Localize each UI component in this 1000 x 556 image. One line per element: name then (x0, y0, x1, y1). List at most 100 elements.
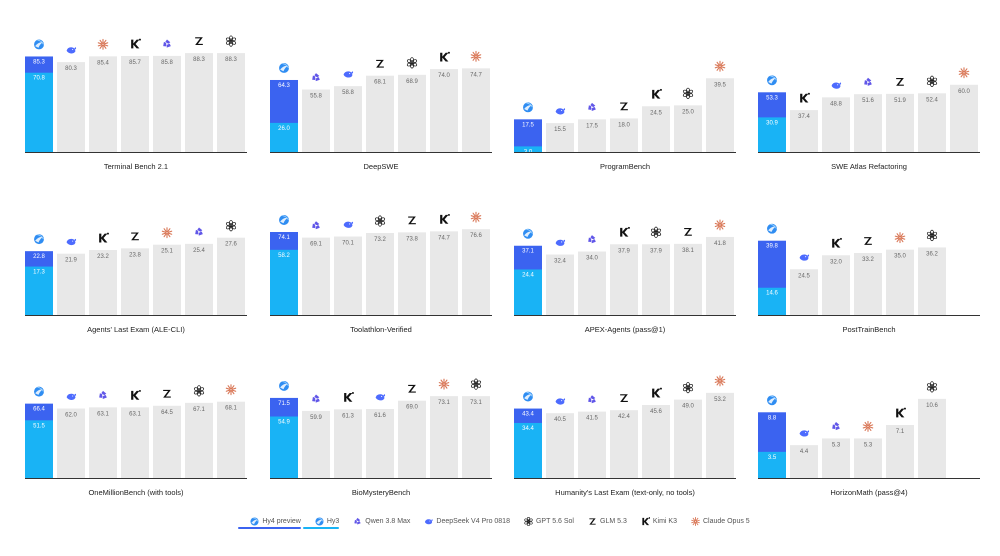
bar-deepseek (57, 408, 85, 478)
value-label-hy4-preview: 8.8 (768, 415, 777, 421)
value-label-kimi: 37.4 (798, 114, 810, 120)
zhipu-z-icon (131, 232, 139, 241)
value-label-kimi: 63.1 (129, 411, 141, 417)
legend-label: Hy3 (326, 517, 340, 525)
chart-terminal-bench-2-1: 85.3 70.8 80.3 85.4 85.7 85.8 88.3 88.3 Terminal… (25, 35, 247, 171)
qwen-star-icon (312, 394, 320, 403)
bar-hy3 (25, 420, 53, 478)
bar-kimi (642, 405, 670, 478)
deepseek-whale-icon (799, 254, 810, 261)
value-label-gpt: 37.9 (650, 248, 662, 254)
chart-title: ProgramBench (600, 162, 650, 171)
legend-item-hy3: Hy3 (302, 516, 340, 529)
kimi-k-icon (620, 226, 630, 237)
bar-gpt (217, 53, 245, 152)
value-label-kimi: 32.0 (830, 259, 842, 265)
value-label-qwen: 34.0 (586, 256, 598, 262)
legend-item-glm: GLM 5.3 (588, 517, 627, 526)
zhipu-z-icon (620, 394, 628, 403)
legend-item-gpt: GPT 5.6 Sol (524, 516, 574, 526)
bar-claude (153, 244, 181, 315)
value-label-deepseek: 70.1 (342, 240, 354, 246)
legend-icon-svg (315, 516, 324, 526)
value-label-hy4-preview: 39.8 (766, 244, 778, 250)
claude-burst-icon (438, 378, 450, 390)
chart-title: Humanity's Last Exam (text-only, no tool… (555, 488, 695, 497)
bar-glm (610, 410, 638, 478)
hy-globe-icon (34, 386, 44, 397)
claude-burst-icon (470, 211, 482, 223)
value-label-qwen: 17.5 (586, 123, 598, 129)
openai-knot-icon (926, 75, 938, 87)
qwen-star-icon (832, 422, 840, 431)
deepseek-whale-icon (66, 238, 77, 246)
claude-burst-icon (862, 420, 874, 432)
value-label-gpt: 36.2 (926, 251, 938, 257)
bar-kimi (121, 56, 149, 152)
chart-apex-agents-pass-1: 37.1 24.4 32.4 34.0 37.9 37.9 38.1 41.8 APEX-Age… (514, 219, 736, 334)
openai-knot-icon (193, 385, 205, 397)
bar-gpt (642, 244, 670, 315)
openai-knot-icon (374, 215, 386, 227)
zhipu-z-icon (864, 237, 872, 245)
openai-knot-icon (406, 57, 418, 69)
bar-claude (462, 229, 490, 315)
bar-qwen (302, 410, 330, 478)
zhipu-z-icon (896, 78, 904, 86)
legend-item-deepseek: DeepSeek V4 Pro 0818 (424, 517, 510, 526)
value-label-qwen: 41.5 (586, 416, 598, 422)
value-label-kimi: 74.0 (438, 73, 450, 79)
value-label-glm: 23.8 (129, 252, 141, 258)
value-label-hy4-preview: 74.1 (278, 235, 290, 241)
value-label-hy4-preview: 85.3 (33, 59, 45, 65)
bar-claude (950, 84, 978, 152)
bar-deepseek (57, 62, 85, 153)
value-label-glm: 18.0 (618, 122, 630, 128)
hy-globe-icon (34, 234, 44, 245)
value-label-claude: 41.8 (714, 241, 726, 247)
hy-globe-icon (767, 223, 777, 234)
bar-claude (706, 392, 734, 478)
zhipu-z-icon (163, 389, 171, 398)
value-label-hy4-preview: 43.4 (522, 412, 534, 418)
value-label-hy3: 17.3 (33, 270, 45, 276)
qwen-star-icon (588, 235, 596, 244)
bar-hy3 (758, 451, 786, 478)
legend-label: Qwen 3.8 Max (365, 517, 411, 525)
chart-title: OneMillionBench (with tools) (88, 488, 184, 497)
value-label-qwen: 5.3 (832, 442, 841, 448)
claude-burst-icon (714, 375, 726, 387)
chart-horizonmath-pass-4: 8.8 3.5 4.4 5.3 5.3 7.1 10.6 HorizonMath (pass@… (758, 381, 980, 497)
bar-deepseek (790, 269, 818, 315)
zhipu-z-icon (408, 384, 416, 393)
bar-hy3 (270, 122, 298, 152)
value-label-claude: 73.1 (438, 400, 450, 406)
value-label-hy3: 24.4 (522, 272, 534, 278)
qwen-star-icon (588, 102, 596, 112)
legend-icon-svg (524, 516, 533, 526)
bar-deepseek (366, 409, 394, 478)
hy-globe-icon (767, 75, 777, 86)
kimi-k-icon (344, 391, 354, 402)
value-label-claude: 85.4 (97, 60, 109, 66)
zhipu-z-icon (684, 228, 692, 236)
value-label-qwen: 51.6 (862, 98, 874, 104)
legend-icon-svg (691, 516, 700, 526)
deepseek-whale-icon (343, 221, 354, 228)
value-label-claude: 60.0 (958, 89, 970, 95)
bar-gpt (398, 74, 426, 152)
deepseek-whale-icon (799, 430, 810, 437)
bar-gpt (185, 402, 213, 478)
value-label-deepseek: 48.8 (830, 101, 842, 107)
bar-gpt (918, 247, 946, 315)
bar-glm (610, 118, 638, 152)
value-label-deepseek: 24.5 (798, 273, 810, 279)
value-label-hy4-preview: 66.4 (33, 407, 45, 413)
hy-globe-icon (250, 516, 259, 526)
value-label-glm: 68.1 (374, 80, 386, 86)
bar-glm (121, 248, 149, 315)
openai-knot-icon (524, 516, 533, 526)
chart-title: PostTrainBench (842, 325, 895, 334)
openai-knot-icon (926, 229, 938, 242)
